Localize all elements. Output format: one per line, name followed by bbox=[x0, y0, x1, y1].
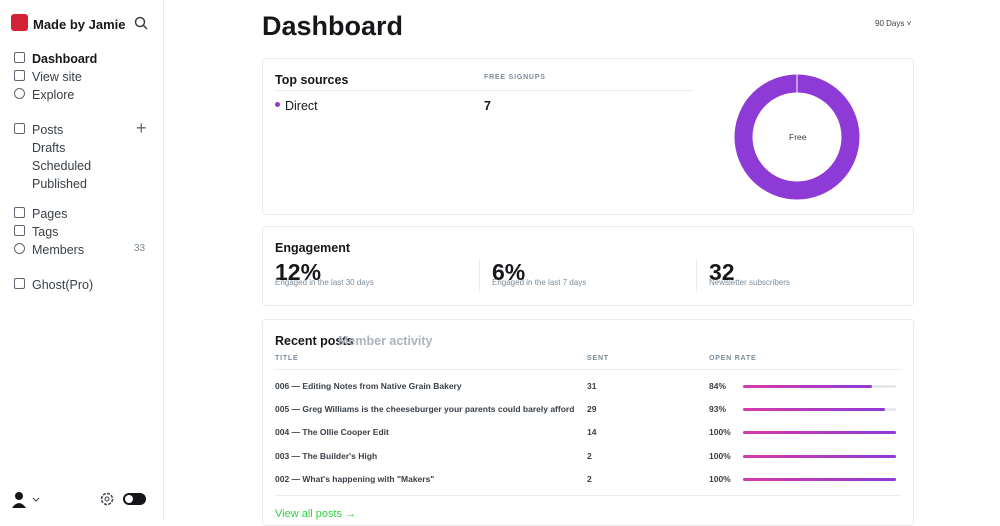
search-icon[interactable] bbox=[134, 16, 148, 30]
nav-item[interactable]: Ghost(Pro) bbox=[32, 278, 94, 292]
card-title: Engagement bbox=[275, 241, 351, 255]
recent-posts-card: Recent posts Member activity TITLE SENT … bbox=[262, 319, 914, 526]
nav-item[interactable]: View site bbox=[32, 70, 82, 84]
nav-item[interactable]: Scheduled bbox=[32, 159, 92, 173]
column-header: TITLE bbox=[275, 355, 299, 362]
open-rate: 100% bbox=[709, 473, 731, 484]
open-rate-bar bbox=[743, 431, 896, 435]
icon bbox=[14, 88, 25, 99]
post-title[interactable]: 002 — What's happening with "Makers" bbox=[275, 473, 435, 484]
open-rate: 84% bbox=[709, 381, 727, 391]
nav-item[interactable]: Posts bbox=[32, 123, 64, 137]
stat-value: 32 bbox=[709, 259, 735, 285]
sent: 2 bbox=[587, 450, 592, 461]
nav-item[interactable]: Members bbox=[32, 243, 85, 257]
open-rate-bar bbox=[743, 477, 896, 481]
members-count: 33 bbox=[134, 243, 146, 254]
nav-item[interactable]: Dashboard bbox=[32, 52, 98, 66]
logo bbox=[11, 14, 28, 31]
nav-item[interactable]: Pages bbox=[32, 207, 68, 221]
icon bbox=[14, 123, 25, 134]
range: 90 Days bbox=[875, 19, 905, 28]
open-rate-bar bbox=[743, 454, 896, 458]
open-rate: 100% bbox=[709, 427, 731, 438]
sent: 29 bbox=[587, 404, 597, 415]
open-rate-bar bbox=[743, 385, 872, 388]
sent: 14 bbox=[587, 427, 597, 438]
icon bbox=[14, 52, 25, 63]
stat-caption: Engaged in the last 30 days bbox=[275, 278, 374, 287]
post-title[interactable]: 003 — The Builder's High bbox=[275, 450, 378, 461]
add-post[interactable]: + bbox=[136, 118, 147, 138]
icon bbox=[14, 225, 25, 236]
open-rate: 100% bbox=[709, 450, 731, 461]
divider bbox=[696, 259, 697, 291]
column-header: FREE SIGNUPS bbox=[484, 74, 546, 81]
tab[interactable]: Member activity bbox=[338, 334, 433, 348]
tab[interactable]: Recent posts bbox=[275, 334, 354, 348]
source-dot bbox=[275, 102, 280, 107]
icon bbox=[14, 207, 25, 218]
nav-item[interactable]: Explore bbox=[32, 88, 75, 102]
user-menu[interactable] bbox=[11, 491, 43, 509]
site-name: Made by Jamie bbox=[33, 17, 126, 32]
open-rate-bar bbox=[743, 408, 886, 412]
icon bbox=[14, 70, 25, 81]
divider bbox=[479, 259, 480, 291]
stat-caption: Engaged in the last 7 days bbox=[492, 278, 587, 287]
range-select[interactable]: 90 Days ˅ bbox=[875, 19, 912, 28]
card-title: Top sources bbox=[275, 73, 349, 87]
nav-item[interactable]: Published bbox=[32, 177, 87, 191]
donut-chart bbox=[734, 74, 860, 200]
stat-caption: Newsletter subscribers bbox=[709, 278, 790, 287]
theme-toggle[interactable] bbox=[123, 493, 146, 505]
stat-value: 6% bbox=[492, 259, 526, 285]
icon bbox=[14, 243, 25, 254]
source: Direct bbox=[285, 99, 318, 113]
sidebar: Made by Jamie Dashboard View site Explor… bbox=[0, 0, 164, 520]
top-sources-card: Top sources FREE SIGNUPS Direct 7 Free bbox=[262, 58, 914, 215]
engagement-card: Engagement 12% Engaged in the last 30 day… bbox=[262, 226, 914, 306]
stat-value: 12% bbox=[275, 259, 322, 285]
nav-item[interactable]: Drafts bbox=[32, 141, 66, 155]
column-header: OPEN RATE bbox=[709, 355, 757, 362]
nav-item[interactable]: Tags bbox=[32, 225, 59, 239]
view-all-link[interactable]: View all posts → bbox=[275, 508, 357, 520]
settings-icon[interactable] bbox=[100, 492, 114, 506]
column-header: SENT bbox=[587, 355, 609, 362]
post-title[interactable]: 005 — Greg Williams is the cheeseburger … bbox=[275, 404, 575, 415]
sent: 31 bbox=[587, 381, 597, 391]
signups: 7 bbox=[484, 99, 491, 113]
donut-label: Free bbox=[789, 132, 807, 142]
post-title[interactable]: 004 — The Ollie Cooper Edit bbox=[275, 427, 389, 438]
icon bbox=[14, 278, 25, 289]
page-title: Dashboard bbox=[262, 11, 404, 41]
post-title[interactable]: 006 — Editing Notes from Native Grain Ba… bbox=[275, 381, 462, 391]
sent: 2 bbox=[587, 473, 592, 484]
open-rate: 93% bbox=[709, 404, 727, 415]
